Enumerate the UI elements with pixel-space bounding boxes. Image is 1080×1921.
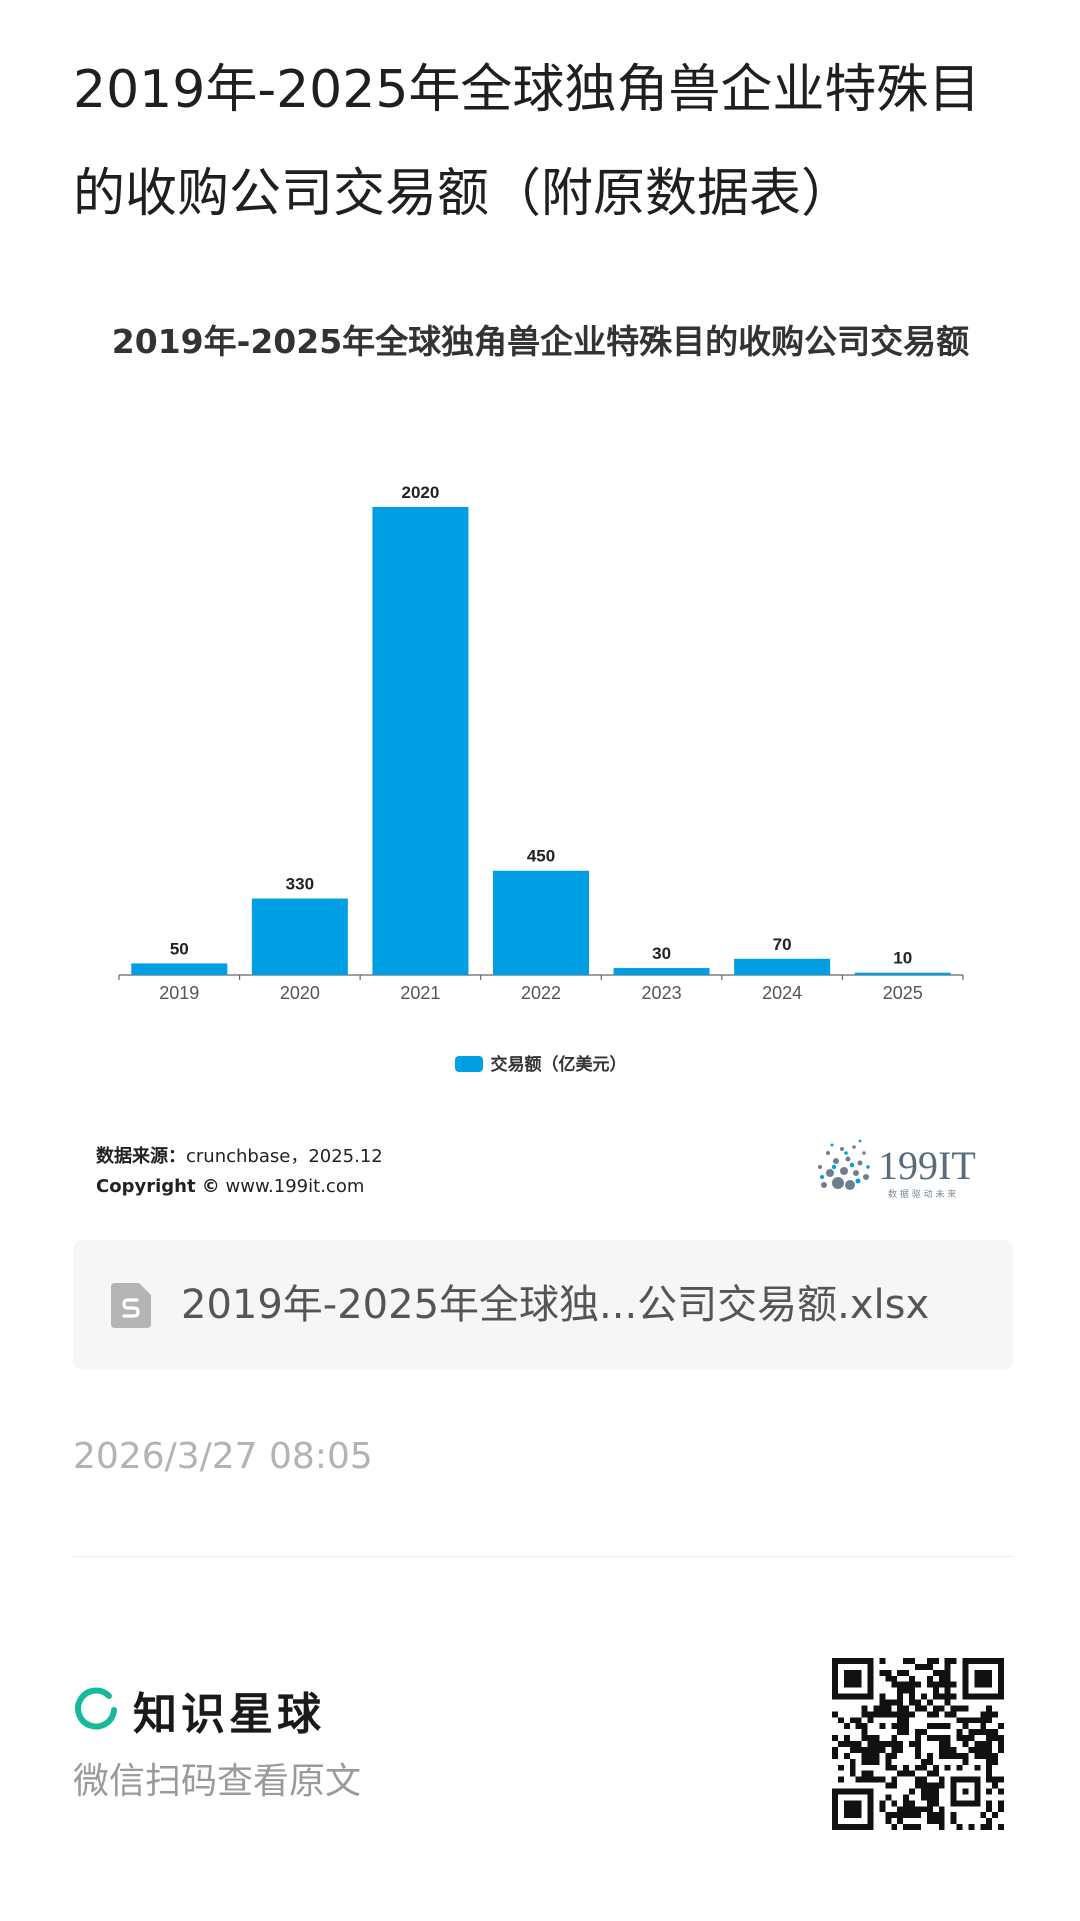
- bar: [613, 968, 710, 975]
- bar-value-label: 70: [773, 935, 792, 954]
- x-tick-label: 2021: [400, 983, 440, 1003]
- bar-value-label: 10: [893, 949, 912, 968]
- spreadsheet-file-icon: [111, 1283, 151, 1328]
- source-value: crunchbase，2025.12: [186, 1146, 383, 1167]
- bar: [854, 972, 951, 975]
- bar: [131, 963, 228, 975]
- zsxq-brand-name: 知识星球: [133, 1689, 325, 1740]
- bar-value-label: 330: [286, 875, 314, 894]
- bar: [251, 898, 348, 975]
- bar-value-label: 450: [527, 847, 555, 866]
- chart-title: 2019年-2025年全球独角兽企业特殊目的收购公司交易额: [111, 322, 970, 361]
- legend-swatch: [454, 1056, 483, 1072]
- x-tick-label: 2025: [883, 983, 923, 1003]
- post-timestamp: 2026/3/27 08:05: [73, 1436, 373, 1477]
- qr-code[interactable]: [832, 1658, 1004, 1830]
- x-tick-label: 2019: [159, 983, 199, 1003]
- x-tick-label: 2024: [762, 983, 802, 1003]
- bar: [372, 507, 469, 975]
- attachment-file-card[interactable]: 2019年-2025年全球独...公司交易额.xlsx: [73, 1240, 1013, 1370]
- bar: [493, 870, 589, 975]
- chart-card: 2019年-2025年全球独角兽企业特殊目的收购公司交易额 50 2019 330 2…: [73, 285, 1008, 1225]
- scan-hint: 微信扫码查看原文: [73, 1761, 362, 1802]
- zsxq-brand: 知识星球: [73, 1684, 325, 1740]
- attachment-file-name[interactable]: 2019年-2025年全球独...公司交易额.xlsx: [181, 1282, 930, 1328]
- brand-logo-tagline: 数 据 驱 动 未 来: [888, 1188, 956, 1200]
- copyright-line: Copyright © www.199it.com: [96, 1172, 383, 1202]
- copyright-value: www.199it.com: [225, 1176, 365, 1197]
- chart-source: 数据来源：crunchbase，2025.12 Copyright © www.…: [96, 1142, 383, 1202]
- x-tick-label: 2020: [280, 983, 320, 1003]
- divider: [73, 1556, 1013, 1557]
- planet-ring-icon: [75, 1687, 117, 1730]
- brand-logo-text: 199IT: [878, 1143, 976, 1188]
- copyright-label: Copyright ©: [96, 1176, 220, 1197]
- source-line: 数据来源：crunchbase，2025.12: [96, 1142, 383, 1172]
- bar-chart: 50 2019 330 2020 2020 2021 450 2022 30 2023 70 2024…: [118, 483, 964, 1003]
- legend-label: 交易额（亿美元）: [490, 1055, 627, 1075]
- bar-value-label: 50: [170, 939, 189, 958]
- source-label: 数据来源：: [96, 1146, 186, 1167]
- page-title: 2019年-2025年全球独角兽企业特殊目的收购公司交易额（附原数据表）: [73, 60, 981, 224]
- chart-legend: 交易额（亿美元）: [73, 1050, 1008, 1075]
- brand-logo-199it: 199IT 数 据 驱 动 未 来: [818, 1139, 976, 1200]
- bar-value-label: 2020: [402, 483, 440, 502]
- x-tick-label: 2022: [521, 983, 561, 1003]
- bar: [734, 958, 831, 975]
- bar-value-label: 30: [652, 944, 671, 963]
- x-tick-label: 2023: [642, 983, 682, 1003]
